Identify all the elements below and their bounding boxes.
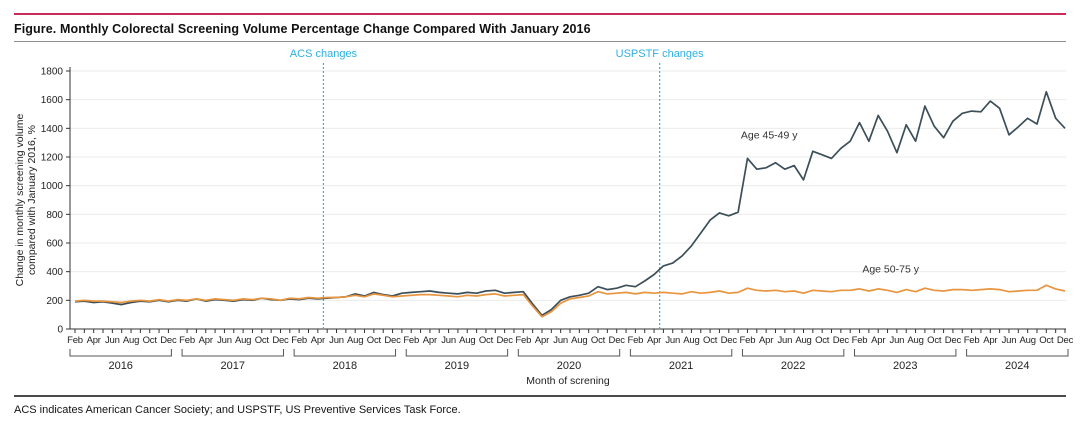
month-tick-label: Jun bbox=[217, 335, 232, 346]
year-label: 2023 bbox=[893, 360, 917, 372]
month-tick-label: Aug bbox=[683, 335, 699, 346]
month-tick-label: Jun bbox=[1002, 335, 1017, 346]
series-line-age-45-49-y bbox=[74, 90, 1066, 317]
month-tick-label: Oct bbox=[255, 335, 270, 346]
month-tick-label: Feb bbox=[179, 335, 195, 346]
year-label: 2021 bbox=[669, 360, 693, 372]
month-tick-label: Dec bbox=[1057, 335, 1074, 346]
footnote-divider bbox=[14, 395, 1066, 397]
chart-area: 0 200 400 600 800 1000 1200 1400 1600 1800 Change … bbox=[0, 43, 1080, 395]
month-tick-label: Apr bbox=[983, 335, 997, 346]
month-tick-label: Dec bbox=[833, 335, 850, 346]
month-tick-label: Feb bbox=[964, 335, 980, 346]
series-line-age-50-75-y bbox=[74, 284, 1066, 318]
accent-rule bbox=[14, 13, 1066, 15]
month-tick-label: Dec bbox=[496, 335, 513, 346]
year-label: 2022 bbox=[781, 360, 805, 372]
month-tick-label: Aug bbox=[459, 335, 475, 346]
uspstf-changes-label: USPSTF changes bbox=[616, 48, 705, 60]
title-divider bbox=[14, 41, 1066, 42]
month-tick-label: Feb bbox=[515, 335, 531, 346]
month-tick-label: Oct bbox=[367, 335, 382, 346]
month-tick-label: Oct bbox=[815, 335, 830, 346]
month-tick-label: Oct bbox=[1039, 335, 1054, 346]
footnote-text: ACS indicates American Cancer Society; a… bbox=[14, 403, 461, 416]
y-tick-label: 1600 bbox=[41, 95, 64, 106]
month-tick-label: Oct bbox=[703, 335, 718, 346]
year-bracket bbox=[629, 349, 733, 357]
month-tick-label: Jun bbox=[441, 335, 456, 346]
month-tick-label: Feb bbox=[403, 335, 419, 346]
month-tick-label: Jun bbox=[329, 335, 344, 346]
month-tick-label: Dec bbox=[721, 335, 738, 346]
year-label: 2017 bbox=[221, 360, 245, 372]
month-tick-label: Aug bbox=[907, 335, 923, 346]
month-tick-label: Feb bbox=[852, 335, 868, 346]
month-tick-label: Dec bbox=[945, 335, 962, 346]
month-tick-label: Aug bbox=[347, 335, 363, 346]
month-tick-label: Jun bbox=[665, 335, 680, 346]
year-bracket bbox=[517, 349, 621, 357]
y-tick-label: 400 bbox=[46, 267, 63, 278]
month-tick-label: Jun bbox=[553, 335, 568, 346]
month-tick-label: Apr bbox=[199, 335, 213, 346]
month-tick-label: Aug bbox=[1019, 335, 1035, 346]
month-tick-label: Aug bbox=[235, 335, 251, 346]
year-label: 2016 bbox=[108, 360, 132, 372]
month-tick-label: Feb bbox=[67, 335, 83, 346]
year-label: 2020 bbox=[557, 360, 581, 372]
y-tick-label: 800 bbox=[46, 210, 63, 221]
y-tick-label: 1200 bbox=[41, 153, 64, 164]
y-tick-label: 1000 bbox=[41, 181, 64, 192]
month-tick-label: Apr bbox=[87, 335, 101, 346]
month-tick-label: Aug bbox=[571, 335, 587, 346]
y-tick-label: 1800 bbox=[41, 67, 64, 78]
month-tick-label: Oct bbox=[479, 335, 494, 346]
year-bracket bbox=[741, 349, 845, 357]
year-bracket bbox=[405, 349, 509, 357]
month-tick-label: Feb bbox=[740, 335, 756, 346]
month-tick-label: Oct bbox=[927, 335, 942, 346]
month-tick-label: Dec bbox=[272, 335, 289, 346]
year-bracket bbox=[966, 349, 1069, 357]
year-label: 2019 bbox=[445, 360, 469, 372]
month-tick-label: Apr bbox=[871, 335, 885, 346]
year-bracket bbox=[293, 349, 397, 357]
year-bracket bbox=[69, 349, 172, 357]
series-label-age-45-49-y: Age 45-49 y bbox=[741, 129, 798, 141]
month-tick-label: Aug bbox=[123, 335, 139, 346]
acs-changes-label: ACS changes bbox=[290, 48, 358, 60]
figure-title: Figure. Monthly Colorectal Screening Vol… bbox=[14, 22, 591, 36]
year-bracket bbox=[181, 349, 284, 357]
series-label-age-50-75-y: Age 50-75 y bbox=[862, 263, 919, 275]
month-tick-label: Apr bbox=[647, 335, 661, 346]
year-bracket bbox=[854, 349, 957, 357]
month-tick-label: Jun bbox=[105, 335, 120, 346]
month-tick-label: Apr bbox=[535, 335, 549, 346]
month-tick-label: Feb bbox=[291, 335, 307, 346]
month-tick-label: Dec bbox=[160, 335, 177, 346]
month-tick-label: Jun bbox=[890, 335, 905, 346]
month-tick-label: Dec bbox=[384, 335, 401, 346]
month-tick-label: Jun bbox=[777, 335, 792, 346]
month-tick-label: Aug bbox=[795, 335, 811, 346]
x-axis-title: Month of screning bbox=[526, 375, 610, 387]
screening-volume-line-chart: 0 200 400 600 800 1000 1200 1400 1600 1800 Change … bbox=[14, 48, 1074, 387]
month-tick-label: Feb bbox=[627, 335, 643, 346]
year-label: 2018 bbox=[333, 360, 357, 372]
month-tick-label: Apr bbox=[423, 335, 437, 346]
month-tick-label: Apr bbox=[759, 335, 773, 346]
y-tick-label: 200 bbox=[46, 296, 63, 307]
month-tick-label: Oct bbox=[591, 335, 606, 346]
y-axis-title: Change in monthly screening volumecompar… bbox=[14, 113, 38, 286]
year-label: 2024 bbox=[1005, 360, 1029, 372]
y-tick-label: 600 bbox=[46, 239, 63, 250]
y-tick-label: 1400 bbox=[41, 124, 64, 135]
month-tick-label: Apr bbox=[311, 335, 325, 346]
y-tick-label: 0 bbox=[57, 325, 63, 336]
month-tick-label: Oct bbox=[143, 335, 158, 346]
month-tick-label: Dec bbox=[609, 335, 626, 346]
